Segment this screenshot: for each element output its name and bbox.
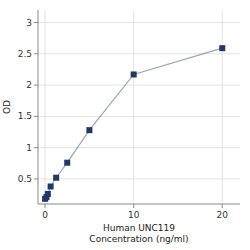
x-tick-label: 10 — [128, 210, 140, 220]
grid-line — [222, 10, 223, 204]
y-tick-label: 2.5 — [18, 49, 32, 59]
data-point — [53, 175, 59, 181]
grid-line — [38, 22, 240, 23]
grid-line — [38, 116, 240, 117]
y-tick — [34, 85, 38, 86]
y-tick — [34, 147, 38, 148]
grid-line — [133, 10, 134, 204]
grid-line — [38, 147, 240, 148]
x-axis-label: Human UNC119Concentration (ng/ml) — [89, 223, 188, 244]
x-axis-label-line: Human UNC119 — [103, 223, 175, 233]
y-tick-label: 0.5 — [18, 174, 32, 184]
x-axis-label-line: Concentration (ng/ml) — [89, 234, 188, 244]
grid-line — [38, 53, 240, 54]
y-tick-label: 2 — [26, 80, 32, 90]
data-line — [45, 48, 222, 199]
y-tick — [34, 53, 38, 54]
y-tick-label: 1.5 — [18, 111, 32, 121]
y-axis-line — [38, 10, 39, 204]
data-point — [219, 45, 225, 51]
x-tick — [45, 204, 46, 208]
data-point — [45, 191, 51, 197]
data-point — [48, 183, 54, 189]
x-tick-label: 20 — [217, 210, 229, 220]
data-point — [131, 71, 137, 77]
data-point — [64, 160, 70, 166]
x-tick — [133, 204, 134, 208]
grid-line — [38, 85, 240, 86]
x-tick — [222, 204, 223, 208]
x-tick-label: 0 — [42, 210, 48, 220]
plot-area — [42, 45, 225, 202]
data-point — [86, 127, 92, 133]
grid — [38, 10, 240, 204]
y-tick — [34, 116, 38, 117]
y-tick — [34, 22, 38, 23]
grid-line — [45, 10, 46, 204]
y-tick-label: 3 — [26, 18, 32, 28]
y-tick-label: 1 — [26, 143, 32, 153]
x-axis-line — [38, 204, 240, 205]
grid-line — [38, 178, 240, 179]
y-tick — [34, 178, 38, 179]
y-axis-label: OD — [2, 100, 12, 114]
chart: 0.5 1 1.5 2 2.5 3 0 10 20 Human UNC119Concentrati… — [0, 0, 250, 250]
